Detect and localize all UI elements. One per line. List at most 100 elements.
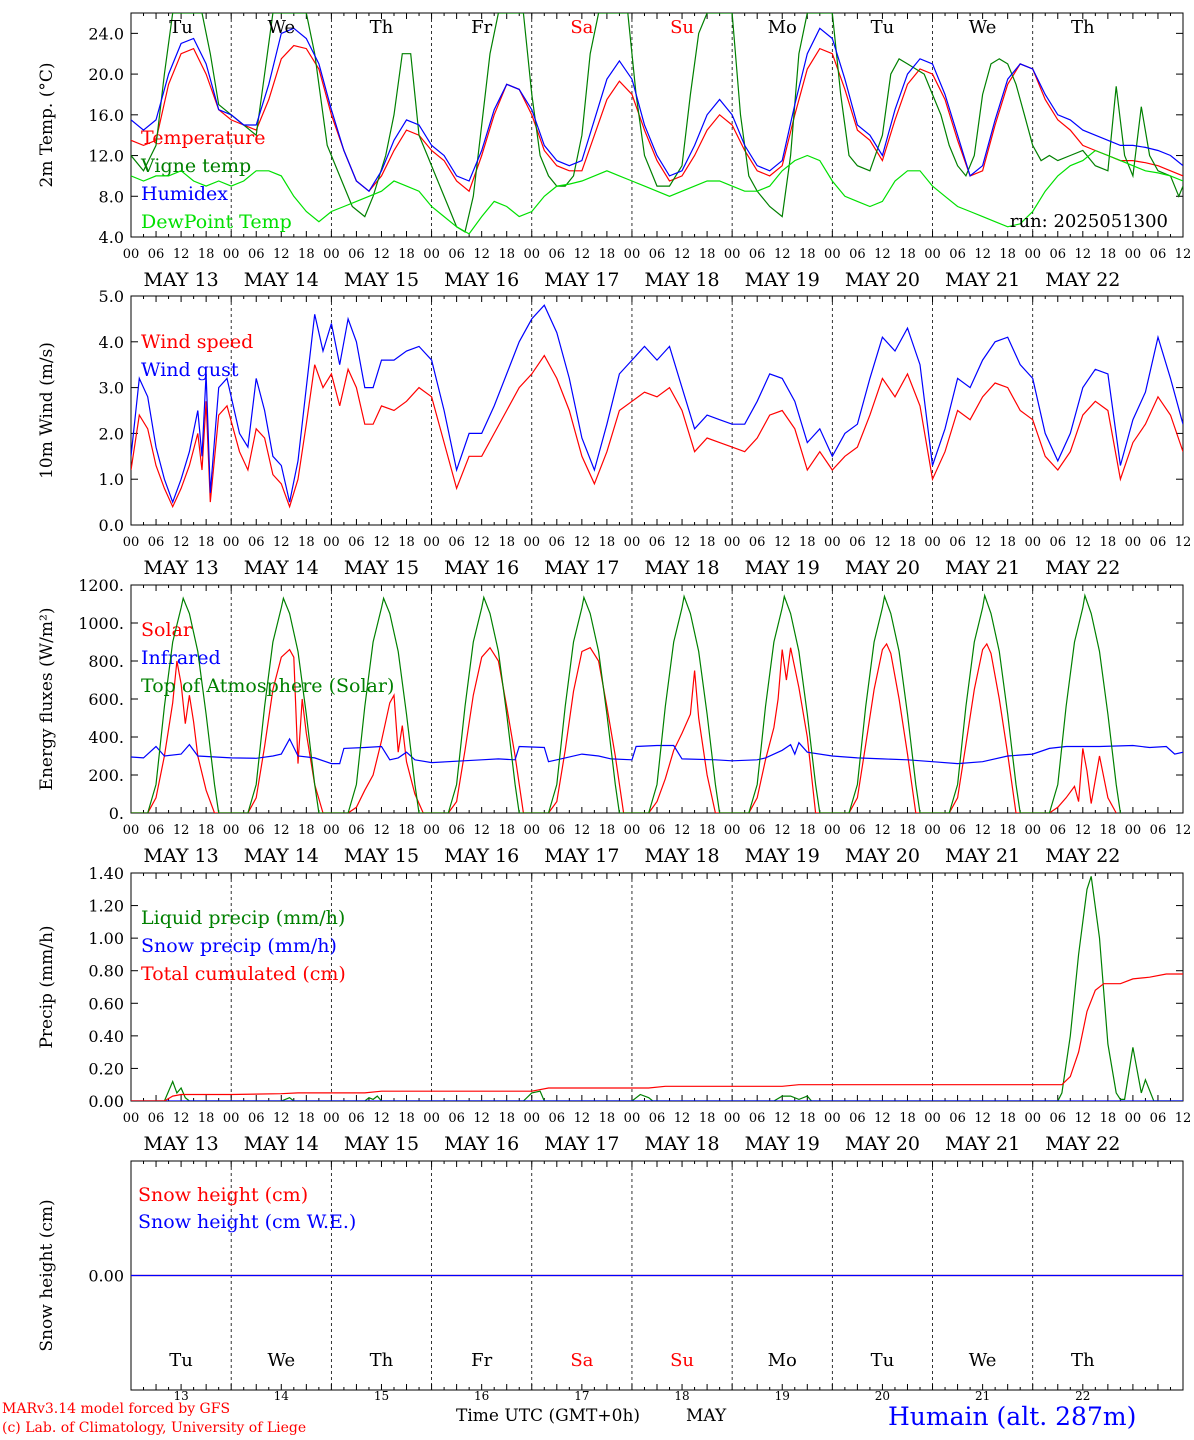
hour-tick-label: 06 [849, 823, 866, 838]
hour-tick-label: 06 [1150, 1111, 1167, 1126]
date-label: MAY 18 [644, 557, 719, 579]
day-number: 14 [274, 1389, 290, 1403]
panel-3: 0. 200. 400. 600. 800. 1000. 1200. Energy fluxe… [37, 576, 1191, 867]
lab-credit: (c) Lab. of Climatology, University of L… [2, 1420, 307, 1436]
y-tick-label: 400. [88, 728, 124, 747]
hour-tick-label: 18 [298, 535, 315, 550]
y-axis-title: Snow height (cm) [37, 1199, 57, 1351]
hour-tick-label: 12 [874, 823, 891, 838]
date-label: MAY 21 [945, 269, 1020, 291]
hour-tick-label: 06 [448, 823, 465, 838]
hour-tick-label: 00 [1125, 535, 1142, 550]
hour-tick-label: 12 [874, 247, 891, 262]
y-tick-label: 0.60 [88, 994, 124, 1013]
date-label: MAY 13 [144, 1133, 219, 1155]
hour-tick-label: 12 [173, 535, 190, 550]
hour-tick-label: 06 [649, 535, 666, 550]
hour-tick-label: 12 [373, 823, 390, 838]
legend-entry: Infrared [141, 647, 221, 669]
hour-tick-label: 12 [1175, 535, 1192, 550]
hour-tick-label: 18 [899, 823, 916, 838]
date-label: MAY 17 [544, 845, 619, 867]
y-tick-label: 2.0 [99, 424, 124, 443]
hour-tick-label: 18 [398, 247, 415, 262]
series-liquid-precip-mm-h [131, 876, 1183, 1101]
series-top-of-atmosphere-solar [131, 593, 1121, 813]
y-tick-label: 0.00 [88, 1092, 124, 1111]
hour-tick-label: 18 [999, 247, 1016, 262]
hour-tick-label: 18 [799, 247, 816, 262]
date-label: MAY 17 [544, 269, 619, 291]
y-tick-label: 12.0 [88, 147, 124, 166]
hour-tick-label: 00 [1125, 823, 1142, 838]
date-label: MAY 15 [344, 557, 419, 579]
hour-tick-label: 06 [949, 535, 966, 550]
date-label: MAY 17 [544, 557, 619, 579]
hour-tick-label: 00 [523, 535, 540, 550]
day-name: Tu [169, 1350, 193, 1371]
date-label: MAY 19 [745, 269, 820, 291]
hour-tick-label: 18 [398, 1111, 415, 1126]
y-tick-label: 4.0 [99, 333, 124, 352]
y-tick-label: 0.40 [88, 1027, 124, 1046]
date-label: MAY 17 [544, 1133, 619, 1155]
hour-tick-label: 12 [674, 1111, 691, 1126]
day-name: Th [1071, 17, 1095, 38]
plot-frame [130, 584, 1184, 814]
run-label: run: 2025051300 [1010, 211, 1168, 232]
hour-tick-label: 12 [974, 823, 991, 838]
day-name: Th [370, 17, 394, 38]
date-label: MAY 22 [1045, 557, 1120, 579]
day-name: Sa [570, 1350, 593, 1371]
hour-tick-label: 12 [273, 1111, 290, 1126]
hour-tick-label: 00 [123, 535, 140, 550]
hour-tick-label: 06 [749, 823, 766, 838]
hour-tick-label: 06 [849, 1111, 866, 1126]
y-tick-label: 24.0 [88, 24, 124, 43]
y-tick-label: 1.0 [99, 470, 124, 489]
hour-tick-label: 00 [123, 823, 140, 838]
hour-tick-label: 00 [123, 1111, 140, 1126]
station-name: Humain (alt. 287m) [888, 1402, 1137, 1431]
hour-tick-label: 12 [774, 1111, 791, 1126]
model-credit: MARv3.14 model forced by GFS [2, 1401, 231, 1417]
hour-tick-label: 18 [498, 823, 515, 838]
day-name: Th [370, 1350, 394, 1371]
hour-tick-label: 00 [924, 1111, 941, 1126]
y-tick-label: 1.20 [88, 897, 124, 916]
date-label: MAY 21 [945, 845, 1020, 867]
hour-tick-label: 12 [373, 1111, 390, 1126]
day-name: Su [670, 1350, 694, 1371]
hour-tick-label: 18 [198, 247, 215, 262]
hour-tick-label: 06 [1049, 535, 1066, 550]
hour-tick-label: 00 [1024, 823, 1041, 838]
hour-tick-label: 18 [298, 247, 315, 262]
date-label: MAY 14 [244, 269, 319, 291]
y-tick-label: 16.0 [88, 106, 124, 125]
date-label: MAY 19 [745, 845, 820, 867]
hour-tick-label: 18 [599, 823, 616, 838]
hour-tick-label: 06 [1150, 247, 1167, 262]
hour-tick-label: 06 [148, 823, 165, 838]
hour-tick-label: 00 [423, 247, 440, 262]
day-name: Th [1071, 1350, 1095, 1371]
hour-tick-label: 00 [423, 535, 440, 550]
hour-tick-label: 06 [348, 1111, 365, 1126]
hour-tick-label: 00 [824, 1111, 841, 1126]
hour-tick-label: 18 [799, 535, 816, 550]
y-axis-title: Energy fluxes (W/m²) [37, 608, 57, 791]
hour-tick-label: 18 [599, 1111, 616, 1126]
hour-tick-label: 06 [749, 535, 766, 550]
hour-tick-label: 12 [273, 823, 290, 838]
legend-entry: Liquid precip (mm/h) [141, 907, 345, 929]
y-tick-label: 20.0 [88, 65, 124, 84]
hour-tick-label: 06 [549, 247, 566, 262]
hour-tick-label: 06 [148, 1111, 165, 1126]
hour-tick-label: 12 [173, 823, 190, 838]
hour-tick-label: 00 [624, 535, 641, 550]
y-tick-label: 1000. [78, 614, 124, 633]
legend-entry: DewPoint Temp [141, 211, 292, 233]
series-vigne-temp [131, 13, 1183, 233]
y-tick-label: 5.0 [99, 287, 124, 306]
hour-tick-label: 06 [649, 247, 666, 262]
